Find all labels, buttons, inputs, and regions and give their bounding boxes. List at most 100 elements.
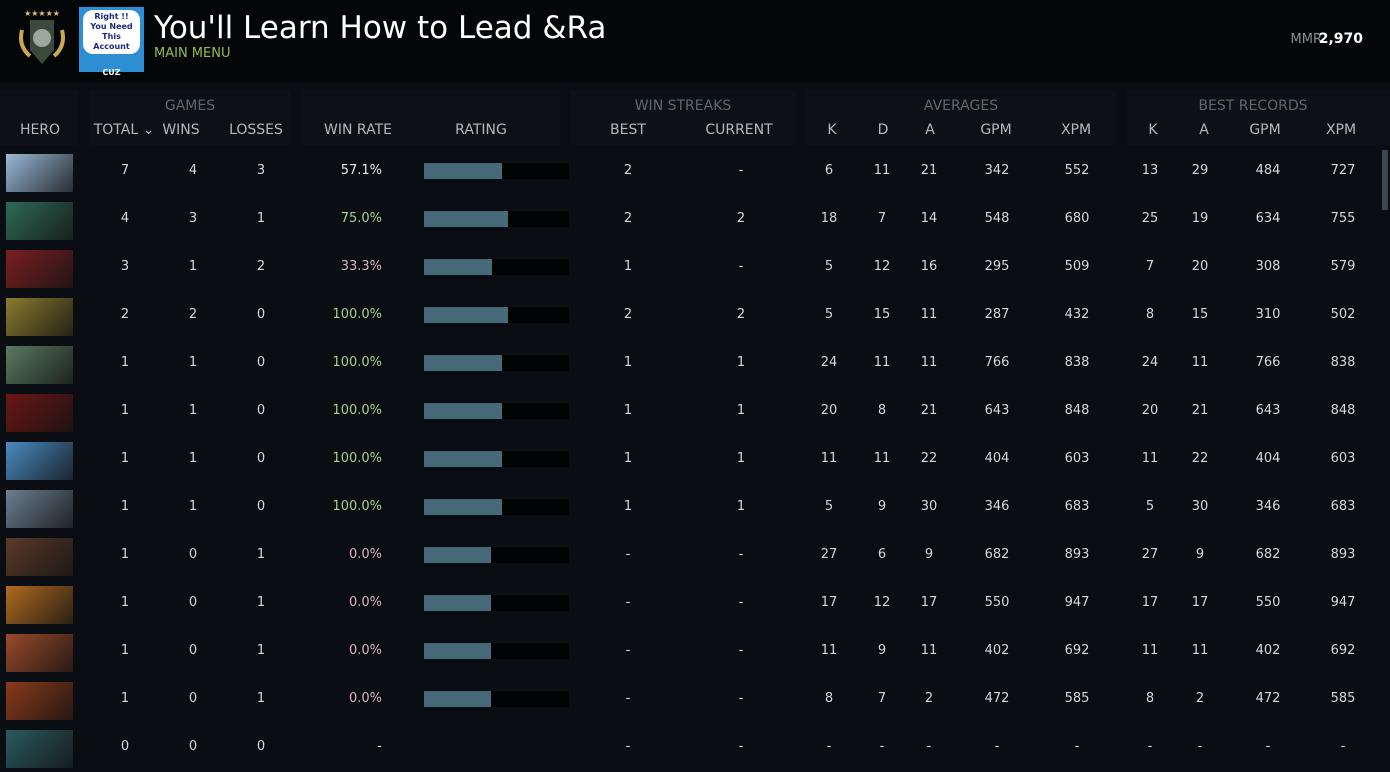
rating-bar [424,499,569,515]
rating-bar-fill [424,547,491,563]
avatar[interactable]: Right !! You Need This Account CUZ [79,7,144,77]
cell-losses: 0 [256,739,266,754]
cell-win-rate: 0.0% [348,691,382,706]
cell-total: 1 [120,499,130,514]
cell-wins: 0 [188,739,198,754]
cell-win-rate: 100.0% [332,355,382,370]
cell-best: 2 [623,211,633,226]
rating-bar [424,691,569,707]
col-losses[interactable]: LOSSES [229,122,283,138]
col-current-streak[interactable]: CURRENT [705,122,773,138]
hero-portrait[interactable] [6,202,73,240]
hero-portrait[interactable] [6,154,73,192]
hero-portrait[interactable] [6,490,73,528]
cell-xpm: 552 [1064,163,1090,178]
rating-bar-fill [424,403,503,419]
cell-losses: 2 [256,259,266,274]
cell-bxpm: 502 [1330,307,1356,322]
cell-gpm: 550 [984,595,1010,610]
cell-bxpm: 755 [1330,211,1356,226]
table-row[interactable]: 1 1 0 1 1 11 11 22 404 603 11 22 404 603 100.0% [0,436,1380,484]
cell-k: 5 [824,307,834,322]
table-row[interactable]: 0 0 0 - - - - - - - - - - - - [0,724,1380,772]
cell-k: 11 [820,451,838,466]
games-header-group [89,90,291,145]
rating-bar-fill [424,355,503,371]
cell-bxpm: 893 [1330,547,1356,562]
col-best-xpm[interactable]: XPM [1325,122,1357,138]
hero-portrait[interactable] [6,730,73,768]
cell-gpm: 472 [984,691,1010,706]
cell-a: 21 [920,163,938,178]
col-best-gpm[interactable]: GPM [1249,122,1281,138]
cell-wins: 0 [188,595,198,610]
col-win-rate[interactable]: WIN RATE [324,122,392,138]
cell-best: 1 [623,499,633,514]
cell-xpm: 683 [1064,499,1090,514]
col-wins[interactable]: WINS [162,122,200,138]
player-name: You'll Learn How to Lead &Ra [154,10,604,46]
cell-current: 1 [736,451,746,466]
col-avg-gpm[interactable]: GPM [980,122,1012,138]
cell-win-rate: 0.0% [348,595,382,610]
table-row[interactable]: 1 0 1 - - 8 7 2 472 585 8 2 472 585 0.0% [0,676,1380,724]
cell-win-rate: 100.0% [332,403,382,418]
col-best-streak[interactable]: BEST [610,122,646,138]
cell-k: 17 [820,595,838,610]
col-best-k[interactable]: K [1148,122,1158,138]
cell-gpm: 346 [984,499,1010,514]
table-row[interactable]: 1 0 1 - - 27 6 9 682 893 27 9 682 893 0.0% [0,532,1380,580]
cell-current: - [738,595,744,610]
cell-bgpm: 643 [1255,403,1281,418]
cell-current: - [738,691,744,706]
table-row[interactable]: 1 1 0 1 1 24 11 11 766 838 24 11 766 838 100.0% [0,340,1380,388]
hero-portrait[interactable] [6,250,73,288]
col-rating[interactable]: RATING [455,122,507,138]
col-hero[interactable]: HERO [19,122,61,138]
rating-bar-fill [424,451,503,467]
cell-bk: 27 [1141,547,1159,562]
cell-k: - [826,739,832,754]
mmr-value: 2,970 [1318,31,1363,47]
cell-bxpm: 848 [1330,403,1356,418]
main-menu-link[interactable]: MAIN MENU [154,46,231,61]
table-row[interactable]: 3 1 2 1-5 12 16 295 509 7 20 308 579 33.3% [0,244,1380,292]
hero-portrait[interactable] [6,394,73,432]
col-avg-a[interactable]: A [925,122,935,138]
col-best-a[interactable]: A [1199,122,1209,138]
col-avg-d[interactable]: D [877,122,889,138]
table-row[interactable]: 1 0 1 - - 11 9 11 402 692 11 11 402 692 0.0% [0,628,1380,676]
cell-bk: 17 [1141,595,1159,610]
table-row[interactable]: 4 3 1 2 2 18 7 14 548 680 25 19 634 755 75.0% [0,196,1380,244]
table-row[interactable]: 2 2 0 2 2 5 15 11 287 432 8 15 310 502 100.0% [0,292,1380,340]
table-row[interactable]: 7 4 3 2 - 6 11 21 342 552 13 29 484 727 57.1% [0,148,1380,196]
col-avg-xpm[interactable]: XPM [1060,122,1092,138]
rating-bar [424,643,569,659]
col-total-sorted[interactable]: TOTAL ⌄ [93,122,155,138]
table-row[interactable]: 1 1 0 1 1 20 8 21 643 848 20 21 643 848 100.0% [0,388,1380,436]
cell-current: - [738,163,744,178]
cell-total: 1 [120,403,130,418]
mmr-label: MMR [1290,32,1322,47]
cell-losses: 1 [256,595,266,610]
hero-portrait[interactable] [6,298,73,336]
hero-portrait[interactable] [6,442,73,480]
cell-bk: 5 [1145,499,1155,514]
cell-total: 1 [120,451,130,466]
col-avg-k[interactable]: K [827,122,837,138]
cell-total: 3 [120,259,130,274]
table-row[interactable]: 1 1 0 1 1 5 9 30 346 683 5 30 346 683 100.0% [0,484,1380,532]
scrollbar[interactable] [1382,150,1388,210]
hero-portrait[interactable] [6,682,73,720]
table-row[interactable]: 1 0 1 - - 17 12 17 550 947 17 17 550 947 0.0% [0,580,1380,628]
cell-best: - [625,739,631,754]
cell-k: 6 [824,163,834,178]
cell-xpm: 838 [1064,355,1090,370]
hero-portrait[interactable] [6,346,73,384]
cell-total: 1 [120,643,130,658]
hero-portrait[interactable] [6,634,73,672]
hero-portrait[interactable] [6,586,73,624]
hero-portrait[interactable] [6,538,73,576]
cell-d: 8 [877,403,887,418]
hero-header-group [0,90,78,145]
